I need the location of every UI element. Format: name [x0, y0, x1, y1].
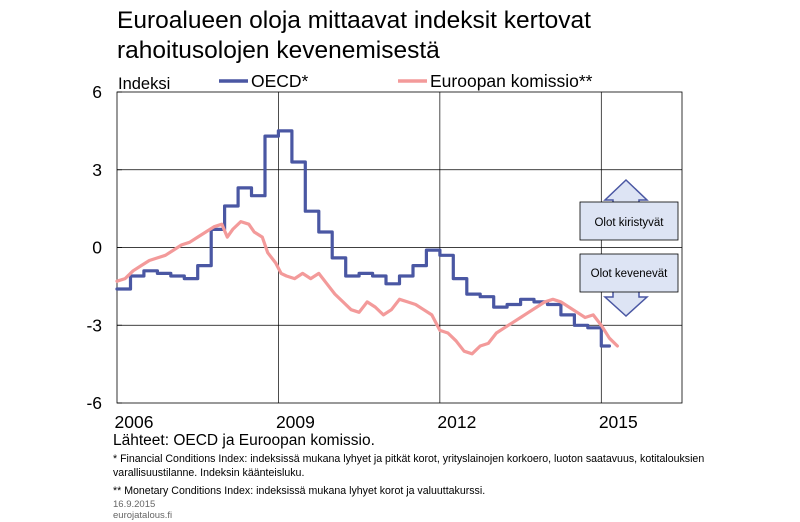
footnote-oecd: * Financial Conditions Index: indeksissä… — [113, 453, 705, 479]
y-tick-label: 3 — [92, 160, 102, 180]
publish-date: 16.9.2015 — [113, 499, 156, 510]
y-axis-label: Indeksi — [118, 75, 170, 93]
tightening-box — [579, 201, 679, 241]
x-tick-label: 2012 — [437, 412, 476, 430]
series-line-commission — [115, 220, 619, 356]
x-tick-label: 2009 — [276, 412, 315, 430]
legend-label-commission: Euroopan komissio** — [430, 71, 593, 91]
y-tick-label: -3 — [86, 315, 102, 335]
chart-area: 6 3 0 -3 -6 2006 2009 2012 2015 Indeksi OECD* Euroo… — [86, 71, 683, 430]
y-tick-label: 6 — [92, 82, 102, 102]
easing-box — [579, 253, 679, 293]
easing-arrow-icon — [603, 289, 649, 318]
easing-label: Olot kevenevät — [591, 268, 669, 280]
legend-label-oecd: OECD* — [251, 71, 309, 91]
chart-title: Euroalueen oloja mittaavat indeksit kert… — [117, 6, 591, 66]
x-tick-label: 2006 — [115, 412, 154, 430]
y-tick-label: -6 — [86, 393, 102, 413]
site-credit: eurojatalous.fi — [113, 510, 173, 521]
series-line-oecd — [115, 129, 611, 348]
x-tick-label: 2015 — [599, 412, 638, 430]
sources-text: Lähteet: OECD ja Euroopan komissio. — [113, 432, 375, 449]
y-tick-label: 0 — [92, 238, 102, 258]
chart-title-line-1: Euroalueen oloja mittaavat indeksit kert… — [117, 7, 591, 34]
chart-title-line-2: rahoitusolojen kevenemisestä — [117, 37, 440, 64]
tightening-label: Olot kiristyvät — [594, 217, 664, 229]
footnote-commission: ** Monetary Conditions Index: indeksissä… — [113, 485, 486, 497]
